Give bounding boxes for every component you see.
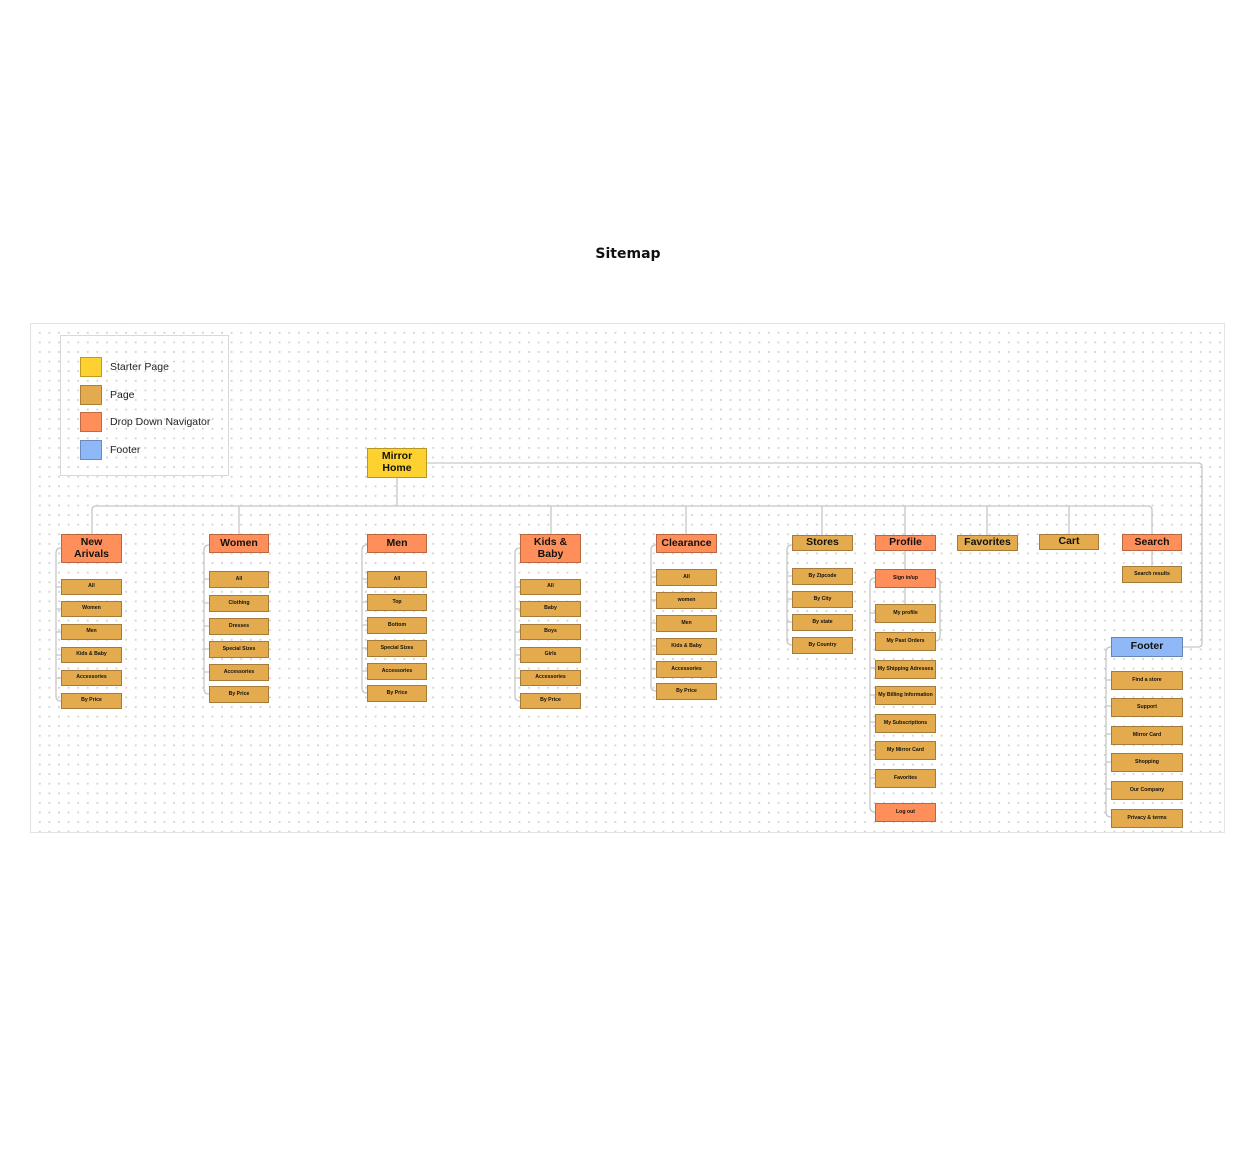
node-new-arivals-women[interactable]: Women xyxy=(61,601,122,617)
node-men-special-sizes[interactable]: Special Sizes xyxy=(367,640,427,657)
legend-swatch-footer xyxy=(80,440,102,460)
legend-swatch-dropdown xyxy=(80,412,102,432)
node-profile-mirror-card[interactable]: My Mirror Card xyxy=(875,741,936,760)
node-men-bottom[interactable]: Bottom xyxy=(367,617,427,634)
node-clearance-by-price[interactable]: By Price xyxy=(656,683,717,700)
node-women-by-price[interactable]: By Price xyxy=(209,686,269,703)
legend: Starter Page Page Drop Down Navigator Fo… xyxy=(60,335,229,476)
legend-label: Page xyxy=(110,389,135,401)
node-stores-country[interactable]: By Country xyxy=(792,637,853,654)
node-men-all[interactable]: All xyxy=(367,571,427,588)
node-new-arivals-by-price[interactable]: By Price xyxy=(61,693,122,709)
node-men[interactable]: Men xyxy=(367,534,427,553)
node-women-accessories[interactable]: Accessories xyxy=(209,664,269,681)
node-kids-baby-item[interactable]: Baby xyxy=(520,601,581,617)
node-clearance-all[interactable]: All xyxy=(656,569,717,586)
node-new-arivals-accessories[interactable]: Accessories xyxy=(61,670,122,686)
node-clearance[interactable]: Clearance xyxy=(656,534,717,553)
node-profile-sign-in[interactable]: Sign in/up xyxy=(875,569,936,588)
node-footer-find-store[interactable]: Find a store xyxy=(1111,671,1183,690)
node-new-arivals[interactable]: New Arivals xyxy=(61,534,122,563)
node-kids-boys[interactable]: Boys xyxy=(520,624,581,640)
node-profile-favorites[interactable]: Favorites xyxy=(875,769,936,788)
node-clearance-kids-baby[interactable]: Kids & Baby xyxy=(656,638,717,655)
node-clearance-accessories[interactable]: Accessories xyxy=(656,661,717,678)
node-footer[interactable]: Footer xyxy=(1111,637,1183,657)
node-kids-baby[interactable]: Kids & Baby xyxy=(520,534,581,563)
node-footer-shopping[interactable]: Shopping xyxy=(1111,753,1183,772)
node-clearance-women[interactable]: women xyxy=(656,592,717,609)
node-women-dresses[interactable]: Dresses xyxy=(209,618,269,635)
legend-swatch-starter xyxy=(80,357,102,377)
legend-item-page: Page xyxy=(80,385,135,405)
legend-label: Drop Down Navigator xyxy=(110,416,211,428)
node-profile-past-orders[interactable]: My Past Orders xyxy=(875,632,936,651)
node-kids-by-price[interactable]: By Price xyxy=(520,693,581,709)
node-women-all[interactable]: All xyxy=(209,571,269,588)
node-stores-zipcode[interactable]: By Zipcode xyxy=(792,568,853,585)
legend-label: Footer xyxy=(110,444,141,456)
legend-item-footer: Footer xyxy=(80,440,140,460)
node-kids-accessories[interactable]: Accessories xyxy=(520,670,581,686)
node-men-by-price[interactable]: By Price xyxy=(367,685,427,702)
node-women-clothing[interactable]: Clothing xyxy=(209,595,269,612)
node-profile[interactable]: Profile xyxy=(875,535,936,551)
node-footer-support[interactable]: Support xyxy=(1111,698,1183,717)
node-profile-subscriptions[interactable]: My Subscriptions xyxy=(875,714,936,733)
legend-item-dropdown: Drop Down Navigator xyxy=(80,412,210,432)
node-kids-girls[interactable]: Girls xyxy=(520,647,581,663)
node-footer-privacy[interactable]: Privacy & terms xyxy=(1111,809,1183,828)
legend-swatch-page xyxy=(80,385,102,405)
node-footer-our-company[interactable]: Our Company xyxy=(1111,781,1183,800)
node-stores-city[interactable]: By City xyxy=(792,591,853,608)
node-clearance-men[interactable]: Men xyxy=(656,615,717,632)
page-title: Sitemap xyxy=(595,246,661,262)
node-profile-log-out[interactable]: Log out xyxy=(875,803,936,822)
node-kids-all[interactable]: All xyxy=(520,579,581,595)
node-new-arivals-men[interactable]: Men xyxy=(61,624,122,640)
node-men-top[interactable]: Top xyxy=(367,594,427,611)
node-profile-my-profile[interactable]: My profile xyxy=(875,604,936,623)
node-search-results[interactable]: Search results xyxy=(1122,566,1182,583)
node-favorites[interactable]: Favorites xyxy=(957,535,1018,551)
node-stores-state[interactable]: By state xyxy=(792,614,853,631)
node-men-accessories[interactable]: Accessories xyxy=(367,663,427,680)
node-profile-shipping[interactable]: My Shipping Adresses xyxy=(875,660,936,679)
node-women-special-sizes[interactable]: Special Sizes xyxy=(209,641,269,658)
node-cart[interactable]: Cart xyxy=(1039,534,1099,550)
legend-item-starter: Starter Page xyxy=(80,357,169,377)
node-search[interactable]: Search xyxy=(1122,534,1182,551)
node-new-arivals-all[interactable]: All xyxy=(61,579,122,595)
node-profile-billing[interactable]: My Billing Information xyxy=(875,686,936,705)
node-footer-mirror-card[interactable]: Mirror Card xyxy=(1111,726,1183,745)
node-women[interactable]: Women xyxy=(209,534,269,553)
node-new-arivals-kids-baby[interactable]: Kids & Baby xyxy=(61,647,122,663)
node-stores[interactable]: Stores xyxy=(792,535,853,551)
legend-label: Starter Page xyxy=(110,361,169,373)
node-mirror-home[interactable]: Mirror Home xyxy=(367,448,427,478)
